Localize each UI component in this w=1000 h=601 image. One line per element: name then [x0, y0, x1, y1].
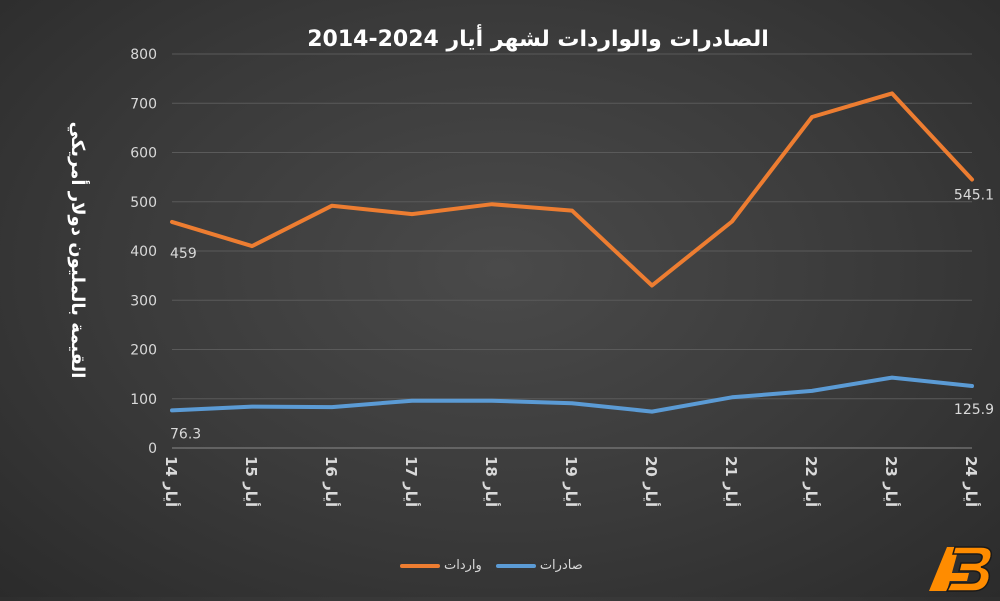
y-tick-label: 700 — [130, 96, 157, 112]
chart-title: الصادرات والواردات لشهر أيار 2024-2014 — [307, 23, 769, 52]
x-tick-label: أيار 19 — [562, 456, 581, 507]
legend-swatch-exports — [495, 563, 536, 568]
legend: صادرات واردات — [400, 558, 583, 573]
y-tick-label: 100 — [130, 392, 157, 408]
y-tick-label: 500 — [130, 195, 157, 211]
y-tick-label: 800 — [130, 47, 157, 63]
legend-label-exports: صادرات — [539, 558, 583, 573]
y-axis-title: القيمة بالمليون دولار أمريكي — [67, 122, 90, 379]
x-tick-label: أيار 15 — [242, 456, 261, 507]
legend-item-exports: صادرات — [495, 558, 583, 573]
gridlines — [172, 53, 972, 449]
y-tick-label: 300 — [130, 293, 157, 309]
x-tick-label: أيار 23 — [882, 456, 901, 507]
x-tick-label: أيار 16 — [322, 456, 341, 507]
data-label: 459 — [170, 246, 197, 262]
y-axis-tick-labels: 0 100 200 300 400 500 600 700 800 — [130, 47, 157, 457]
data-label: 545.1 — [954, 188, 994, 204]
data-label: 76.3 — [170, 426, 201, 442]
legend-label-imports: واردات — [444, 558, 482, 573]
x-tick-label: أيار 21 — [722, 456, 741, 507]
y-tick-label: 200 — [130, 343, 157, 359]
series-lines — [170, 91, 974, 414]
x-tick-label: أيار 18 — [482, 456, 501, 507]
x-tick-label: أيار 17 — [402, 456, 421, 507]
series-line-imports — [170, 91, 974, 288]
ab-logo-icon — [929, 546, 993, 592]
x-tick-label: أيار 22 — [802, 456, 821, 507]
data-label: 125.9 — [954, 402, 994, 418]
y-tick-label: 0 — [148, 441, 157, 457]
x-axis-tick-labels: أيار 14 أيار 15 أيار 16 أيار 17 أيار 18 أيار … — [162, 456, 981, 507]
data-labels: 459 545.1 76.3 125.9 — [170, 188, 994, 443]
x-tick-label: أيار 20 — [642, 456, 661, 507]
y-tick-label: 400 — [130, 244, 157, 260]
x-tick-label: أيار 14 — [162, 456, 181, 507]
legend-item-imports: واردات — [400, 558, 482, 573]
legend-swatch-imports — [400, 563, 440, 568]
series-line-exports — [170, 375, 974, 414]
y-tick-label: 600 — [130, 146, 157, 162]
x-tick-label: أيار 24 — [962, 456, 981, 507]
